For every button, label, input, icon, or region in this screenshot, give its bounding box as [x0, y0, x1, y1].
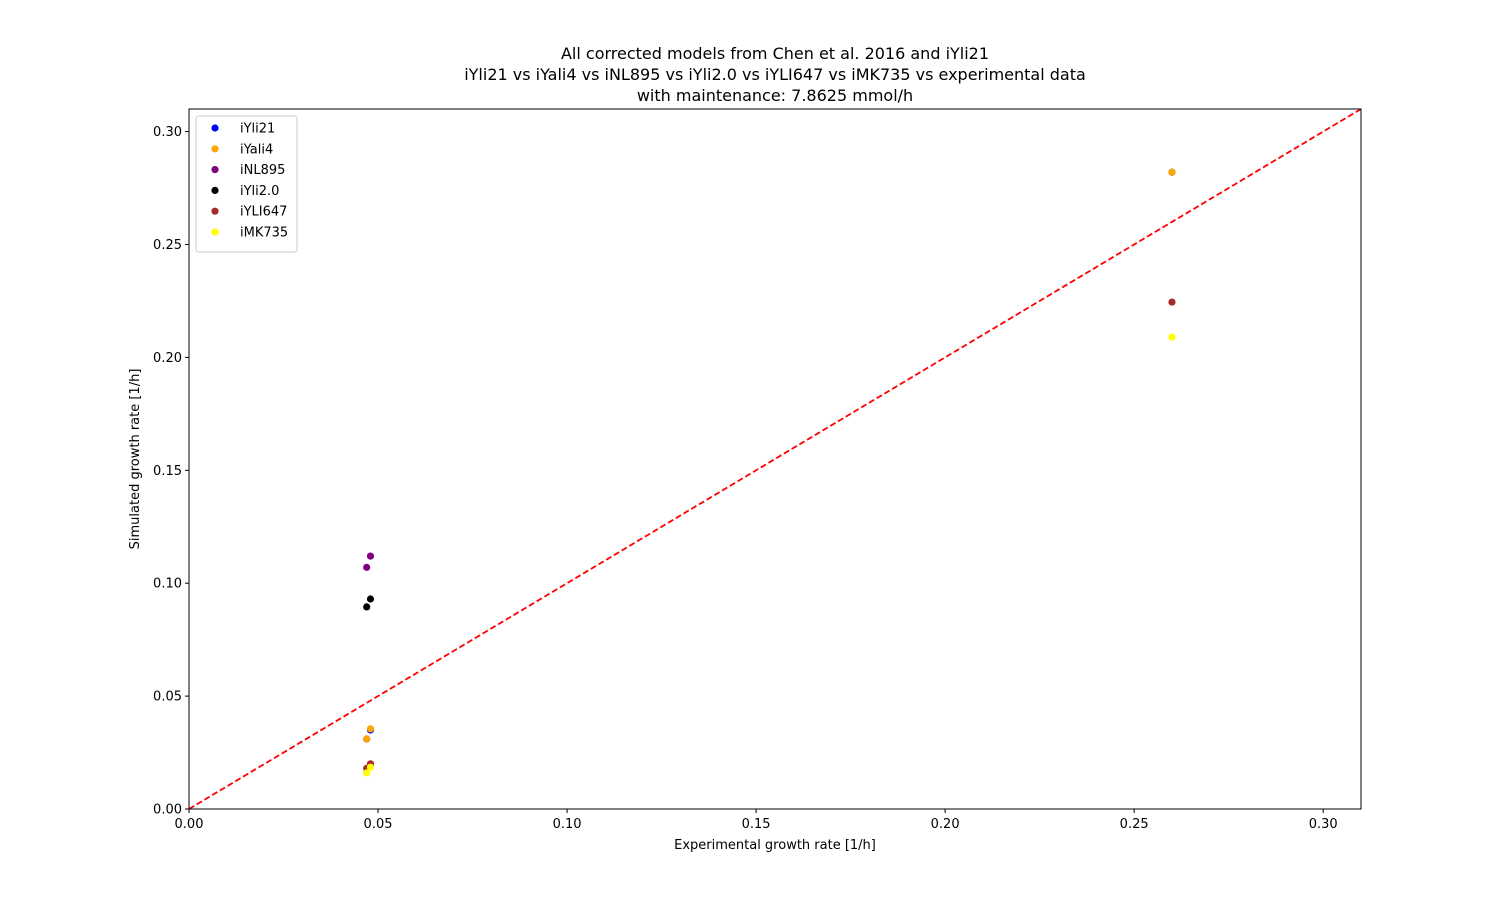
data-point-iYli2.0-0 — [363, 603, 371, 611]
x-axis-label: Experimental growth rate [1/h] — [674, 838, 876, 853]
data-point-iNL895-0 — [363, 563, 371, 571]
data-point-iYali4-1 — [366, 725, 375, 733]
legend-marker-iYLI647 — [211, 207, 219, 215]
axes: 0.00 0.05 0.10 0.15 0.20 0.25 0.30 0.00 0.05 0.10… — [153, 108, 1362, 832]
data-point-iYLI647-2 — [1168, 298, 1176, 306]
plot-area — [189, 109, 1361, 809]
y-tick-label: 0.10 — [153, 577, 182, 592]
x-tick-label: 0.25 — [1120, 817, 1149, 832]
data-point-iYali4-2 — [1168, 168, 1176, 176]
legend-marker-iMK735 — [211, 228, 219, 236]
legend-label-iYli21: iYli21 — [240, 122, 275, 137]
legend-marker-iNL895 — [211, 166, 219, 174]
data-point-iYli2.0-1 — [366, 595, 375, 603]
legend-marker-iYali4 — [211, 145, 219, 153]
legend-label-iYli2.0: iYli2.0 — [240, 184, 279, 199]
legend: iYli21 iYali4 iNL895 iYli2.0 iYLI647 iMK735 — [195, 115, 298, 253]
x-tick-label: 0.00 — [175, 817, 204, 832]
data-point-iMK735-1 — [366, 763, 375, 771]
data-point-iMK735-0 — [363, 769, 371, 777]
x-tick-label: 0.30 — [1309, 817, 1338, 832]
chart-title-line-2: iYli21 vs iYali4 vs iNL895 vs iYli2.0 vs… — [464, 65, 1086, 84]
plot-frame — [188, 108, 1362, 810]
x-tick-label: 0.20 — [931, 817, 960, 832]
data-point-iMK735-2 — [1168, 333, 1176, 341]
data-point-iYali4-0 — [363, 735, 371, 743]
legend-label-iNL895: iNL895 — [240, 163, 285, 178]
legend-box — [195, 115, 298, 253]
x-tick-label: 0.05 — [364, 817, 393, 832]
x-tick-label: 0.15 — [742, 817, 771, 832]
chart-title-line-1: All corrected models from Chen et al. 20… — [561, 44, 989, 63]
series-iNL895 — [363, 552, 375, 571]
y-tick-label: 0.15 — [153, 464, 182, 479]
y-tick-label: 0.30 — [153, 125, 182, 140]
legend-label-iYali4: iYali4 — [240, 142, 273, 157]
y-tick-label: 0.05 — [153, 690, 182, 705]
chart-title-line-3: with maintenance: 7.8625 mmol/h — [637, 86, 913, 105]
y-tick-label: 0.25 — [153, 238, 182, 253]
data-point-iNL895-1 — [366, 552, 375, 560]
legend-marker-iYli21 — [211, 124, 219, 132]
y-tick-label: 0.20 — [153, 351, 182, 366]
series-iYali4 — [363, 168, 1176, 743]
y-axis-label: Simulated growth rate [1/h] — [128, 369, 143, 550]
legend-marker-iYli2.0 — [211, 186, 219, 194]
legend-label-iMK735: iMK735 — [240, 226, 288, 241]
series-iYli2.0 — [363, 595, 375, 611]
legend-label-iYLI647: iYLI647 — [240, 205, 287, 220]
y-tick-label: 0.00 — [153, 803, 182, 818]
identity-reference-line — [189, 109, 1361, 809]
series-iMK735 — [363, 333, 1176, 777]
x-tick-label: 0.10 — [553, 817, 582, 832]
